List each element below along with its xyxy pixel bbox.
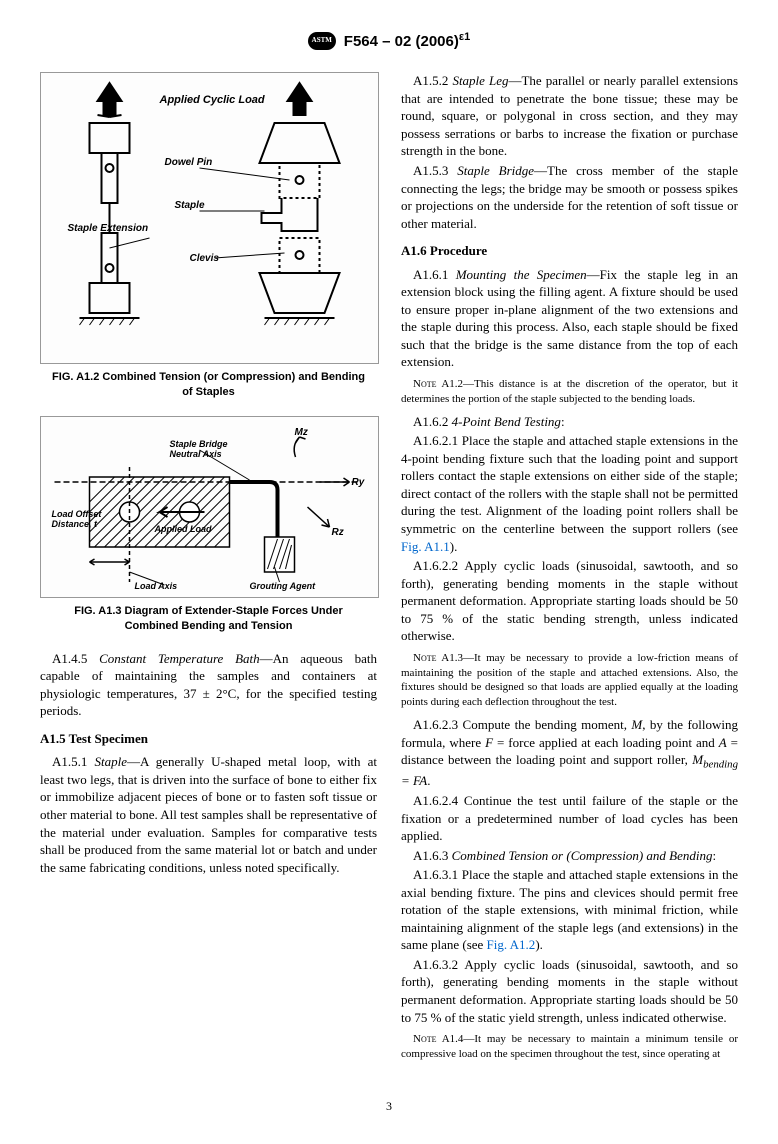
para-a1623: A1.6.2.3 Compute the bending moment, M, … [401, 716, 738, 790]
svg-text:Load Offset: Load Offset [52, 509, 103, 519]
a151-text: —A generally U-shaped metal loop, with a… [40, 754, 377, 874]
svg-text:Applied Load: Applied Load [154, 524, 212, 534]
document-header: ASTM F564 – 02 (2006)ε1 [40, 30, 738, 52]
doc-epsilon: ε1 [459, 31, 470, 43]
a1623-label: A1.6.2.3 [413, 717, 458, 732]
a161-text: —Fix the staple leg in an extension bloc… [401, 267, 738, 370]
a1621-text-b: ). [450, 539, 458, 554]
para-a161: A1.6.1 Mounting the Specimen—Fix the sta… [401, 266, 738, 371]
svg-text:Load Axis: Load Axis [135, 581, 178, 591]
figure-a12: Applied Cyclic Load [40, 72, 377, 400]
left-column: Applied Cyclic Load [40, 72, 377, 1068]
note-a14-label: Note A1.4 [413, 1033, 463, 1045]
a1631-label: A1.6.3.1 [413, 867, 458, 882]
svg-text:Dowel Pin: Dowel Pin [165, 157, 213, 168]
note-a13-label: Note A1.3 [413, 652, 463, 664]
figure-a12-image: Applied Cyclic Load [40, 72, 379, 364]
a1623-var-m: M [631, 717, 642, 732]
figure-a13-caption: FIG. A1.3 Diagram of Extender-Staple For… [40, 604, 377, 634]
page-number: 3 [40, 1098, 738, 1114]
svg-text:Clevis: Clevis [190, 253, 220, 264]
a153-term: Staple Bridge [457, 163, 534, 178]
figure-a13: Mz Staple Bridge Neutral Axis Ry Rz Load… [40, 416, 377, 634]
a1621-link[interactable]: Fig. A1.1 [401, 539, 450, 554]
svg-text:Staple Extension: Staple Extension [68, 223, 149, 234]
para-a1632: A1.6.3.2 Apply cyclic loads (sinusoidal,… [401, 956, 738, 1026]
a1623-text-c: = force applied at each loading point an… [493, 735, 719, 750]
a162-label: A1.6.2 [413, 414, 448, 429]
a152-term: Staple Leg [452, 73, 508, 88]
para-a1624: A1.6.2.4 Continue the test until failure… [401, 792, 738, 845]
svg-text:Rz: Rz [332, 527, 344, 538]
right-column: A1.5.2 Staple Leg—The parallel or nearly… [401, 72, 738, 1068]
para-a153: A1.5.3 Staple Bridge—The cross member of… [401, 162, 738, 232]
a152-label: A1.5.2 [413, 73, 448, 88]
para-a1631: A1.6.3.1 Place the staple and attached s… [401, 866, 738, 954]
note-a14: Note A1.4—It may be necessary to maintai… [401, 1032, 738, 1062]
a1632-label: A1.6.3.2 [413, 957, 458, 972]
a161-term: Mounting the Specimen [456, 267, 587, 282]
svg-text:Grouting Agent: Grouting Agent [250, 581, 317, 591]
svg-text:Mz: Mz [295, 427, 308, 438]
a153-label: A1.5.3 [413, 163, 448, 178]
a145-term: Constant Temperature Bath [99, 651, 259, 666]
a1631-link[interactable]: Fig. A1.2 [487, 937, 536, 952]
a151-term: Staple [94, 754, 127, 769]
a151-label: A1.5.1 [52, 754, 87, 769]
label-applied-load: Applied Cyclic Load [159, 94, 265, 106]
a163-term: Combined Tension or (Compression) and Be… [452, 848, 713, 863]
heading-a16: A1.6 Procedure [401, 242, 738, 260]
a1622-label: A1.6.2.2 [413, 558, 458, 573]
para-a1621: A1.6.2.1 Place the staple and attached s… [401, 432, 738, 555]
note-a13: Note A1.3—It may be necessary to provide… [401, 651, 738, 710]
para-a163: A1.6.3 Combined Tension or (Compression)… [401, 847, 738, 865]
svg-text:Distance, t: Distance, t [52, 519, 99, 529]
a1621-label: A1.6.2.1 [413, 433, 458, 448]
para-a1622: A1.6.2.2 Apply cyclic loads (sinusoidal,… [401, 557, 738, 645]
fig-a12-svg: Applied Cyclic Load [41, 73, 378, 363]
heading-a15: A1.5 Test Specimen [40, 730, 377, 748]
document-number: F564 – 02 (2006)ε1 [344, 30, 470, 52]
a162-term: 4-Point Bend Testing [452, 414, 561, 429]
a153-text: —The cross member of the staple connecti… [401, 163, 738, 231]
a1623-var-f: F [485, 735, 493, 750]
a163-label: A1.6.3 [413, 848, 448, 863]
note-a12-label: Note A1.2 [413, 378, 463, 390]
two-column-layout: Applied Cyclic Load [40, 72, 738, 1068]
para-a145: A1.4.5 Constant Temperature Bath—An aque… [40, 650, 377, 720]
figure-a12-caption: FIG. A1.2 Combined Tension (or Compressi… [40, 370, 377, 400]
a1623-text-a: Compute the bending moment, [463, 717, 632, 732]
a161-label: A1.6.1 [413, 267, 448, 282]
a1623-text-e: . [427, 773, 430, 788]
para-a151: A1.5.1 Staple—A generally U-shaped metal… [40, 753, 377, 876]
svg-text:Staple Bridge: Staple Bridge [170, 439, 228, 449]
note-a12: Note A1.2—This distance is at the discre… [401, 377, 738, 407]
astm-logo-icon: ASTM [308, 32, 336, 50]
a145-label: A1.4.5 [52, 651, 87, 666]
figure-a13-image: Mz Staple Bridge Neutral Axis Ry Rz Load… [40, 416, 379, 598]
a1631-text-b: ). [535, 937, 543, 952]
a1621-text-a: Place the staple and attached staple ext… [401, 433, 738, 536]
para-a162: A1.6.2 4-Point Bend Testing: [401, 413, 738, 431]
doc-number-text: F564 – 02 (2006) [344, 33, 459, 50]
svg-text:Ry: Ry [352, 477, 365, 488]
para-a152: A1.5.2 Staple Leg—The parallel or nearly… [401, 72, 738, 160]
svg-text:Neutral Axis: Neutral Axis [170, 449, 222, 459]
fig-a13-svg: Mz Staple Bridge Neutral Axis Ry Rz Load… [41, 417, 378, 597]
a1624-label: A1.6.2.4 [413, 793, 458, 808]
a1623-var-a: A [719, 735, 727, 750]
svg-text:Staple: Staple [175, 200, 205, 211]
